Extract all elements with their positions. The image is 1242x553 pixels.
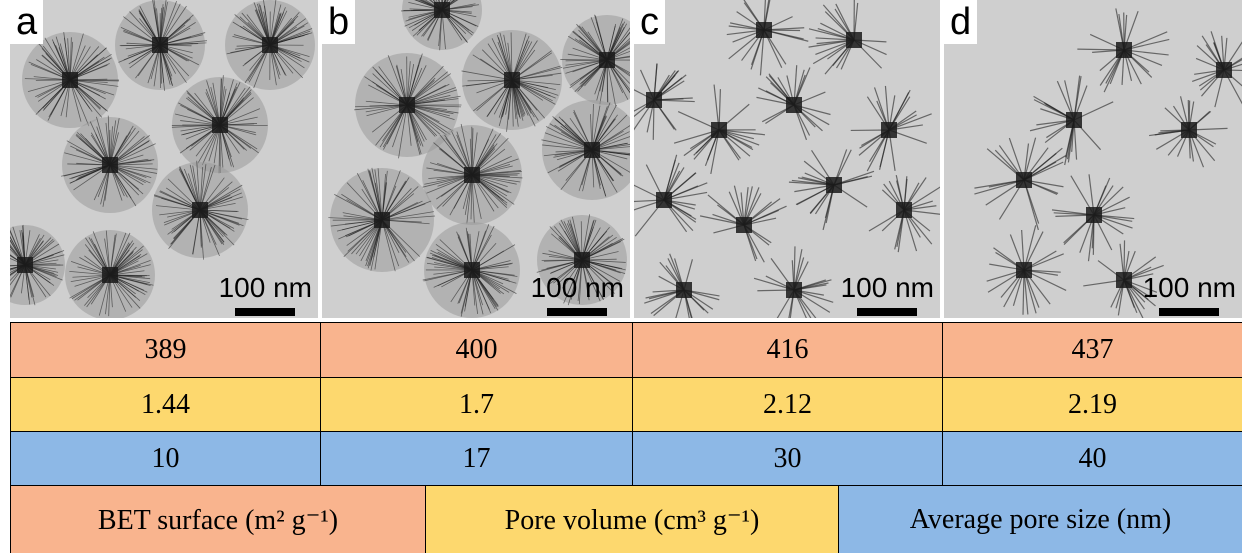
scale-bar: 100 nm bbox=[531, 272, 624, 316]
core bbox=[786, 282, 802, 298]
table-cell: 2.19 bbox=[942, 378, 1242, 431]
core bbox=[464, 167, 480, 183]
panel-label: d bbox=[944, 0, 977, 44]
scale-bar-label: 100 nm bbox=[219, 272, 312, 303]
micrograph bbox=[944, 0, 1242, 318]
core bbox=[434, 2, 450, 18]
micrograph bbox=[634, 0, 940, 318]
scale-bar-label: 100 nm bbox=[531, 272, 624, 303]
table-cell: 416 bbox=[632, 323, 942, 377]
table-cell: 1.44 bbox=[10, 378, 320, 431]
scale-bar-line bbox=[857, 308, 917, 316]
core bbox=[736, 217, 752, 233]
table-cell: 437 bbox=[942, 323, 1242, 377]
scale-bar: 100 nm bbox=[219, 272, 312, 316]
table-row: 10173040 bbox=[10, 431, 1242, 485]
scale-bar-line bbox=[235, 308, 295, 316]
core bbox=[1066, 112, 1082, 128]
core bbox=[1181, 122, 1197, 138]
core bbox=[656, 192, 672, 208]
legend-cell: Pore volume (cm³ g⁻¹) bbox=[425, 486, 838, 553]
core bbox=[1016, 172, 1032, 188]
table-cell: 389 bbox=[10, 323, 320, 377]
core bbox=[1116, 42, 1132, 58]
core bbox=[464, 262, 480, 278]
core bbox=[1016, 262, 1032, 278]
core bbox=[574, 252, 590, 268]
core bbox=[881, 122, 897, 138]
core bbox=[399, 97, 415, 113]
core bbox=[756, 22, 772, 38]
core bbox=[212, 117, 228, 133]
core bbox=[17, 257, 33, 273]
core bbox=[152, 37, 168, 53]
core bbox=[504, 72, 520, 88]
table-cell: 17 bbox=[320, 432, 632, 485]
table-cell: 2.12 bbox=[632, 378, 942, 431]
core bbox=[599, 52, 615, 68]
core bbox=[786, 97, 802, 113]
scale-bar: 100 nm bbox=[841, 272, 934, 316]
scale-bar-label: 100 nm bbox=[1143, 272, 1236, 303]
legend-cell: Average pore size (nm) bbox=[838, 486, 1242, 553]
panel-label: a bbox=[10, 0, 43, 44]
panel-label: b bbox=[322, 0, 355, 44]
core bbox=[262, 37, 278, 53]
core bbox=[676, 282, 692, 298]
legend-row: BET surface (m² g⁻¹)Pore volume (cm³ g⁻¹… bbox=[10, 485, 1242, 553]
core bbox=[374, 212, 390, 228]
table-cell: 30 bbox=[632, 432, 942, 485]
core bbox=[846, 32, 862, 48]
table-cell: 1.7 bbox=[320, 378, 632, 431]
table-cell: 10 bbox=[10, 432, 320, 485]
core bbox=[62, 72, 78, 88]
panel-label: c bbox=[634, 0, 665, 44]
tem-image: d 100 nm bbox=[944, 0, 1242, 318]
core bbox=[896, 202, 912, 218]
micrograph bbox=[10, 0, 318, 318]
tem-image: b 100 nm bbox=[322, 0, 630, 318]
table-cell: 400 bbox=[320, 323, 632, 377]
core bbox=[1086, 207, 1102, 223]
core bbox=[826, 177, 842, 193]
scale-bar-line bbox=[1159, 308, 1219, 316]
core bbox=[1216, 62, 1232, 78]
tem-image: a 100 nm bbox=[10, 0, 318, 318]
table-cell: 40 bbox=[942, 432, 1242, 485]
core bbox=[646, 92, 662, 108]
core bbox=[102, 157, 118, 173]
figure: a 100 nm b 100 nm c 100 nm d 100 nm 389400416437… bbox=[0, 0, 1242, 553]
core bbox=[192, 202, 208, 218]
scale-bar-label: 100 nm bbox=[841, 272, 934, 303]
tem-image: c 100 nm bbox=[634, 0, 940, 318]
core bbox=[1116, 272, 1132, 288]
core bbox=[711, 122, 727, 138]
core bbox=[102, 267, 118, 283]
core bbox=[584, 142, 600, 158]
scale-bar: 100 nm bbox=[1143, 272, 1236, 316]
micrograph bbox=[322, 0, 630, 318]
scale-bar-line bbox=[547, 308, 607, 316]
legend-cell: BET surface (m² g⁻¹) bbox=[10, 486, 425, 553]
